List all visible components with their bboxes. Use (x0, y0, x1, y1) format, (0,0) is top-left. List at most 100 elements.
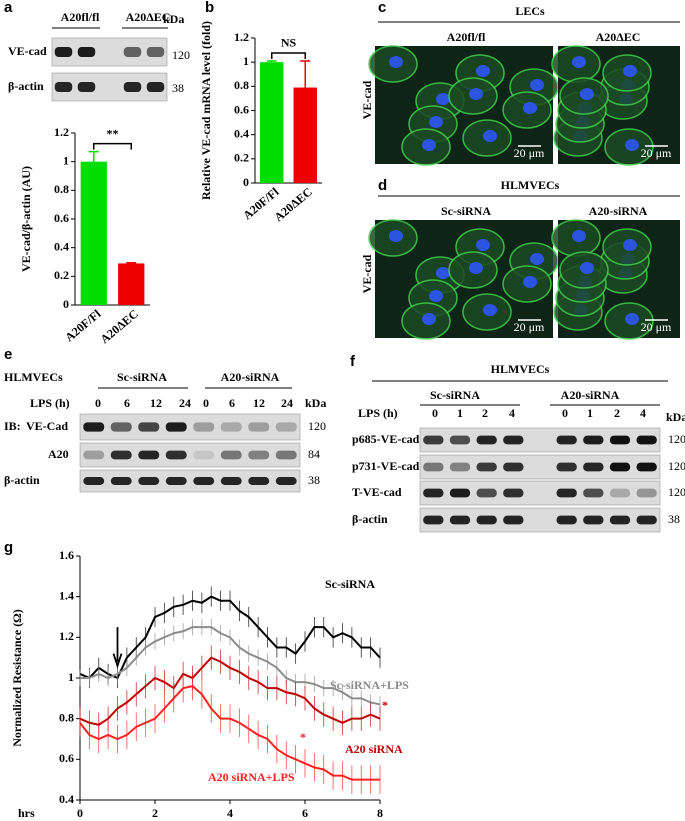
blot-row-label: p731-VE-cad (352, 459, 420, 473)
significance: NS (281, 36, 297, 50)
series-line (79, 656, 381, 726)
y-tick-label: 0.6 (59, 751, 74, 765)
nucleus (580, 88, 594, 100)
x-tick-label: 8 (377, 806, 383, 820)
significance-bracket (93, 142, 132, 150)
significance: ** (107, 126, 119, 140)
x-tick-label: 0 (77, 806, 83, 820)
series-line (80, 626, 381, 706)
blot-band (123, 46, 142, 58)
y-tick-label: 0.4 (59, 792, 74, 806)
blot-band (556, 515, 577, 525)
nucleus (483, 130, 497, 142)
y-tick-label: 0.8 (54, 182, 69, 196)
blot-band (110, 450, 132, 460)
x-axis-label: hrs (18, 806, 35, 820)
lps-arrow (112, 627, 123, 669)
blot-row-label: β-actin (8, 79, 44, 93)
blot-group: Sc-siRNA (430, 388, 480, 402)
blot-band (83, 450, 105, 460)
y-tick-label: 1.2 (234, 30, 249, 44)
scale-bar: 20 μm (641, 320, 672, 334)
blot-band (193, 450, 215, 460)
y-tick-label: 0.2 (234, 151, 249, 165)
time-value: 12 (253, 396, 265, 410)
y-tick-label: 0.8 (234, 78, 249, 92)
y-tick-label: 0.2 (54, 268, 69, 282)
blot-row-label: β-actin (352, 512, 388, 526)
y-axis-label: Normalized Resistance (Ω) (10, 609, 24, 747)
y-tick-label: 1.6 (59, 548, 74, 562)
blot-group: A20-siRNA (561, 388, 620, 402)
blot-band (583, 435, 604, 445)
blot-band (275, 450, 297, 460)
series-label: Sc-siRNA+LPS (330, 678, 409, 692)
nucleus (476, 239, 490, 251)
panel-label: a (4, 0, 13, 16)
kda-value: 120 (172, 48, 190, 62)
scale-bar: 20 μm (514, 146, 545, 160)
blot-band (476, 515, 497, 525)
nucleus (469, 262, 483, 274)
y-tick-label: 1 (68, 670, 74, 684)
kda-value: 120 (668, 485, 685, 499)
blot-band (138, 477, 160, 485)
blot-band (556, 435, 577, 445)
blot-band (503, 515, 524, 525)
scale-bar: 20 μm (641, 146, 672, 160)
kda-unit: kDa (163, 12, 184, 26)
kda-value: 84 (308, 447, 320, 461)
bar (80, 161, 107, 305)
kda-value: 38 (172, 81, 184, 95)
blot-band (220, 477, 242, 485)
time-value: 4 (640, 406, 646, 420)
nucleus (483, 304, 497, 316)
time-value: 0 (562, 406, 568, 420)
blot-band (165, 450, 187, 460)
panel-title: LECs (515, 4, 545, 18)
nucleus (625, 139, 639, 151)
blot-band (146, 81, 165, 93)
y-tick-label: 0.6 (234, 102, 249, 116)
time-value: 4 (509, 406, 515, 420)
blot-band (636, 488, 657, 498)
blot-band (423, 462, 444, 472)
blot-band (636, 462, 657, 472)
row-label: VE-cad (360, 254, 374, 293)
nucleus (580, 262, 594, 274)
blot-row-label: A20 (48, 447, 69, 461)
blot-strip (79, 469, 301, 493)
blot-band (583, 488, 604, 498)
time-value: 2 (614, 406, 620, 420)
blot-band (476, 462, 497, 472)
blot-band (123, 81, 142, 93)
panel-label: d (378, 177, 387, 194)
column-label: Sc-siRNA (441, 204, 491, 218)
nucleus (389, 230, 403, 242)
blot-band (423, 488, 444, 498)
blot-band (146, 46, 165, 58)
blot-band (503, 462, 524, 472)
panel-label: g (4, 539, 13, 556)
nucleus (623, 65, 637, 77)
blot-band (609, 515, 631, 525)
column-label: A20ΔEC (596, 30, 641, 44)
y-tick-label: 0.4 (54, 239, 69, 253)
blot-band (423, 435, 444, 445)
nucleus (625, 313, 639, 325)
nucleus (436, 93, 450, 105)
blot-band (449, 462, 471, 472)
blot-band (503, 435, 524, 445)
cell-label: HLMVECs (4, 370, 63, 384)
y-tick-label: 1 (63, 153, 69, 167)
y-tick-label: 1 (243, 54, 249, 68)
y-tick-label: 0.4 (234, 126, 249, 140)
blot-band (54, 81, 73, 93)
time-value: 0 (95, 396, 101, 410)
time-value: 1 (587, 406, 593, 420)
nucleus (422, 139, 436, 151)
y-tick-label: 0.8 (59, 710, 74, 724)
blot-band (275, 477, 297, 485)
y-tick-label: 0 (63, 297, 69, 311)
